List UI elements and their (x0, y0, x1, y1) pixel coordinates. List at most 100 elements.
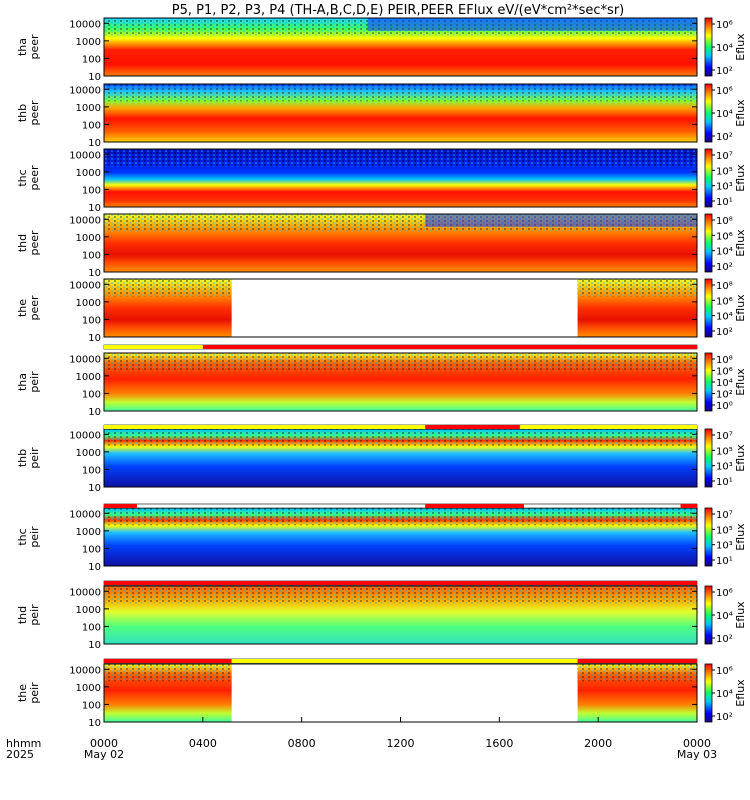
colorbar-label: Eflux (734, 444, 747, 472)
x-tick-label: 0000 (683, 737, 711, 750)
colorbar-tick-label: 10² (716, 390, 733, 401)
panel-species-label: peer (28, 100, 41, 126)
colorbar-tick-label: 10⁴ (716, 247, 733, 258)
y-tick-label: 10 (88, 483, 101, 494)
mode-bar (103, 344, 698, 350)
y-tick-label: 100 (82, 700, 101, 711)
panel-species-label: peer (28, 34, 41, 60)
y-tick-label: 100 (82, 250, 101, 261)
mode-bar-segment (104, 345, 203, 349)
colorbar-tick-label: 10⁴ (716, 689, 733, 700)
noise-texture (104, 586, 697, 604)
y-tick-label: 1000 (76, 103, 101, 114)
mode-bar (103, 658, 698, 664)
x-tick-label: 0800 (288, 737, 316, 750)
colorbar-tick-label: 10⁵ (716, 166, 733, 177)
colorbar-tick-label: 10⁶ (716, 231, 733, 242)
mode-bars-layer (103, 344, 698, 664)
colorbar-label: Eflux (734, 294, 747, 322)
colorbar-scale (704, 83, 713, 143)
colorbar-tick-label: 10³ (716, 462, 733, 473)
colorbar-tick-label: 10⁴ (716, 109, 733, 120)
colorbar-scale (704, 213, 713, 273)
y-tick-label: 100 (82, 185, 101, 196)
panel-species-label: peer (28, 230, 41, 256)
x-axis-row-label-2: 2025 (6, 748, 34, 761)
y-tick-label: 10000 (69, 354, 101, 365)
panel-probe-label: thb (16, 104, 29, 122)
x-tick-label: 1600 (485, 737, 513, 750)
y-tick-label: 10 (88, 268, 101, 279)
panel-probe-label: thd (16, 234, 29, 252)
y-tick-label: 100 (82, 544, 101, 555)
panel-frame (103, 352, 698, 412)
panel-species-label: peir (28, 526, 41, 548)
y-tick-label: 1000 (76, 37, 101, 48)
panel-species-label: peer (28, 165, 41, 191)
y-tick-label: 1000 (76, 372, 101, 383)
colorbar-tick-label: 10⁷ (716, 151, 733, 162)
x-tick-label: 2000 (584, 737, 612, 750)
panel-probe-label: tha (16, 38, 29, 56)
panel-species-label: peir (28, 682, 41, 704)
mode-bar (103, 580, 698, 586)
colorbar-label: Eflux (734, 229, 747, 257)
y-tick-label: 10 (88, 333, 101, 344)
y-tick-label: 10000 (69, 665, 101, 676)
colorbar-tick-label: 10² (716, 66, 733, 77)
mode-bar-segment (104, 504, 137, 508)
colorbar-tick-label: 10⁶ (716, 367, 733, 378)
panel-frame (103, 83, 698, 143)
noise-texture (104, 508, 697, 526)
mode-bar-segment (202, 345, 698, 349)
x-date-label: May 03 (677, 748, 717, 761)
y-tick-label: 10 (88, 138, 101, 149)
colorbar-label: Eflux (734, 679, 747, 707)
y-tick-label: 100 (82, 465, 101, 476)
mode-bar-segment (231, 659, 578, 663)
mode-bar-segment (680, 504, 697, 508)
y-tick-label: 10000 (69, 280, 101, 291)
panel-species-label: peir (28, 604, 41, 626)
colorbar-tick-label: 10¹ (716, 556, 733, 567)
y-tick-label: 1000 (76, 683, 101, 694)
colorbar-tick-label: 10⁴ (716, 43, 733, 54)
colorbar-tick-label: 10³ (716, 541, 733, 552)
panel-frame (103, 213, 698, 273)
colorbar-label: Eflux (734, 601, 747, 629)
y-tick-label: 10000 (69, 150, 101, 161)
colorbar-tick-label: 10² (716, 327, 733, 338)
low-flux-band (367, 18, 697, 31)
colorbar-label: Eflux (734, 164, 747, 192)
colorbar-tick-label: 10⁰ (716, 401, 733, 412)
y-tick-label: 100 (82, 389, 101, 400)
y-tick-label: 100 (82, 120, 101, 131)
panel-frame (103, 148, 698, 208)
y-tick-label: 10 (88, 203, 101, 214)
low-flux-band (425, 214, 697, 227)
x-axis-row-label-1: hhmm (6, 737, 41, 750)
colorbar-tick-label: 10⁵ (716, 525, 733, 536)
y-tick-label: 10 (88, 640, 101, 651)
colorbar-scale (704, 352, 713, 412)
mode-bar-segment (425, 425, 520, 429)
panel-probe-label: thd (16, 606, 29, 624)
y-tick-label: 10 (88, 407, 101, 418)
colorbar-scale (704, 148, 713, 208)
colorbar-scale (704, 428, 713, 488)
colorbar-tick-label: 10¹ (716, 197, 733, 208)
colorbar-scale (704, 17, 713, 77)
colorbar-tick-label: 10⁵ (716, 446, 733, 457)
mode-bar-frame (103, 503, 698, 509)
panel-probe-label: thb (16, 449, 29, 467)
panel-tha-peir: tha peir 10 100 1000 10000 10⁰10²10⁴10⁶10⁸Eflu… (16, 352, 747, 418)
y-tick-label: 100 (82, 622, 101, 633)
colorbar-tick-label: 10² (716, 634, 733, 645)
